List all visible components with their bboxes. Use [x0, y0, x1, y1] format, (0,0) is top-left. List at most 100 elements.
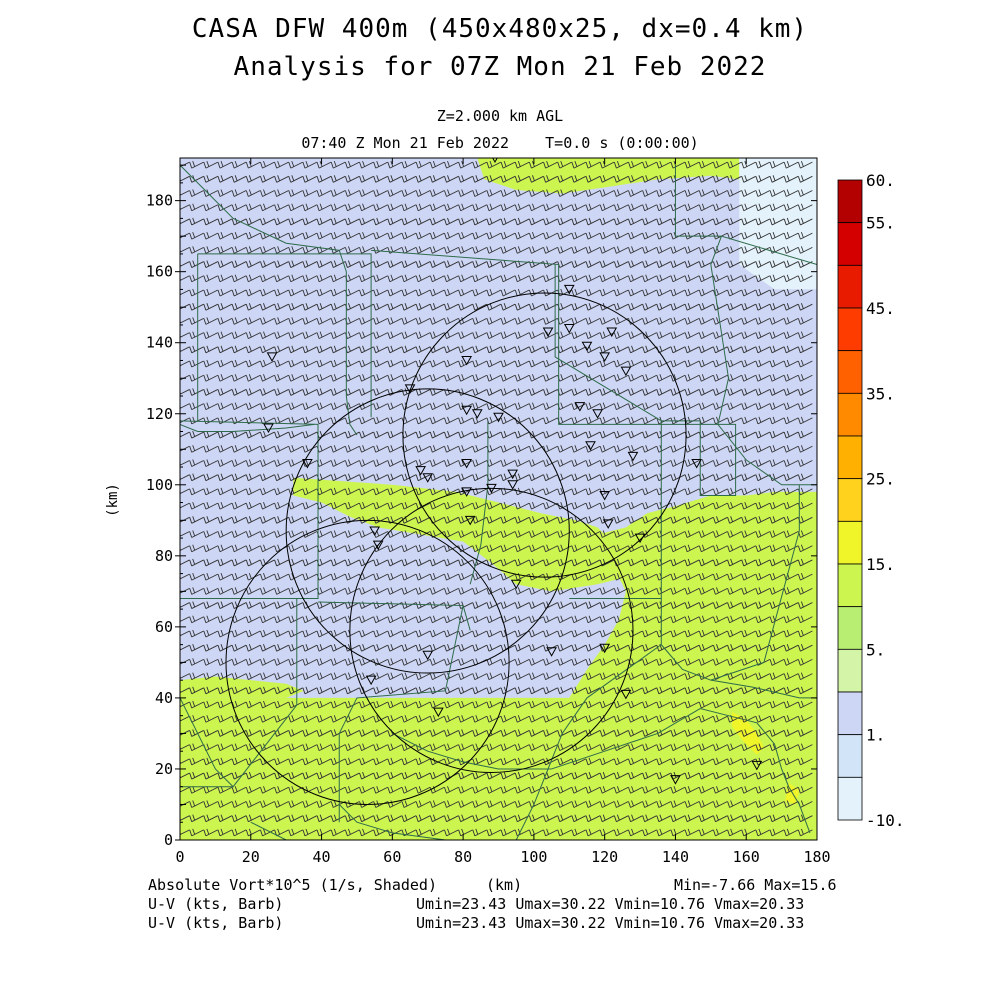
wind-barb: [344, 729, 360, 737]
wind-barb: [429, 416, 445, 425]
wind-barb: [231, 303, 247, 311]
wind-barb: [613, 303, 629, 311]
wind-barb: [698, 587, 714, 595]
wind-barb: [217, 388, 233, 396]
wind-barb: [458, 658, 473, 666]
wind-barb: [713, 757, 728, 766]
wind-barb: [727, 800, 742, 808]
wind-barb: [444, 658, 459, 666]
wind-barb: [401, 544, 417, 553]
wind-barb: [769, 530, 785, 538]
wind-barb: [245, 203, 261, 212]
wind-barb: [585, 814, 601, 823]
station-marker: [602, 519, 614, 529]
wind-barb: [458, 473, 473, 482]
wind-barb: [613, 601, 629, 609]
wind-barb: [613, 359, 629, 368]
wind-barb: [628, 231, 643, 240]
station-marker: [585, 441, 596, 451]
wind-barb: [500, 331, 516, 340]
wind-barb: [302, 203, 318, 212]
wind-barb: [316, 274, 332, 283]
wind-barb: [203, 615, 219, 624]
wind-barb: [585, 331, 601, 340]
wind-barb: [557, 160, 572, 169]
wind-barb: [755, 402, 771, 411]
wind-barb: [727, 388, 742, 396]
wind-barb: [613, 530, 629, 538]
wind-barb: [288, 160, 303, 169]
wind-barb: [444, 274, 459, 283]
wind-barb: [727, 786, 742, 794]
wind-barb: [741, 317, 756, 325]
wind-barb: [684, 757, 700, 766]
wind-barb: [514, 572, 530, 581]
wind-barb: [302, 303, 318, 311]
wind-barb: [472, 473, 488, 482]
wind-barb: [260, 175, 275, 183]
wind-barb: [543, 629, 558, 638]
wind-barb: [302, 771, 318, 780]
x-tick-label: 100: [520, 848, 547, 866]
wind-barb: [670, 288, 686, 297]
wind-barb: [769, 601, 785, 609]
wind-barb: [684, 658, 700, 666]
wind-barb: [585, 771, 601, 780]
wind-barb: [245, 217, 261, 226]
wind-barb: [755, 345, 771, 354]
wind-barb: [656, 715, 672, 723]
wind-barb: [797, 203, 813, 212]
wind-barb: [344, 175, 360, 183]
wind-barb: [415, 402, 431, 411]
wind-barb: [769, 459, 785, 467]
wind-barb: [203, 203, 219, 212]
wind-barb: [415, 345, 431, 354]
wind-barb: [698, 771, 714, 780]
wind-barb: [642, 686, 657, 695]
colorbar-bin: [837, 606, 863, 650]
wind-barb: [288, 771, 303, 780]
wind-barb: [387, 743, 403, 752]
wind-barb: [727, 331, 742, 340]
wind-barb: [698, 729, 714, 737]
wind-barb: [373, 217, 388, 226]
wind-barb: [713, 544, 728, 553]
wind-barb: [628, 430, 643, 439]
wind-barb: [472, 189, 488, 197]
level-label: Z=2.000 km AGL: [436, 107, 564, 125]
wind-barb: [656, 189, 672, 197]
wind-barb: [529, 501, 544, 510]
wind-barb: [415, 203, 431, 212]
wind-barb: [245, 700, 261, 709]
wind-barb: [373, 729, 388, 737]
wind-barb: [713, 473, 728, 482]
wind-barb: [217, 189, 233, 197]
wind-barb: [260, 160, 275, 169]
wind-barb: [500, 303, 516, 311]
wind-barb: [458, 303, 473, 311]
wind-barb: [189, 430, 204, 439]
wind-barb: [755, 530, 771, 538]
wind-barb: [189, 644, 204, 652]
colorbar-bin: [837, 648, 863, 693]
wind-barb: [628, 558, 643, 567]
wind-barb: [231, 231, 247, 240]
wind-barb: [415, 672, 431, 681]
wind-barb: [514, 274, 530, 283]
wind-barb: [571, 388, 587, 396]
wind-barb: [189, 757, 204, 766]
wind-barb: [486, 501, 502, 510]
wind-barb: [741, 686, 756, 695]
wind-barb: [571, 615, 587, 624]
wind-barb: [741, 217, 756, 226]
wind-barb: [741, 601, 756, 609]
wind-barb: [769, 743, 785, 752]
wind-barb: [585, 672, 601, 681]
wind-barb: [585, 658, 601, 666]
wind-barb: [783, 374, 799, 382]
wind-barb: [288, 572, 303, 581]
wind-barb: [684, 572, 700, 581]
barb-stats-1: Umin=23.43 Umax=30.22 Vmin=10.76 Vmax=20…: [416, 895, 805, 913]
wind-barb: [486, 615, 502, 624]
wind-barb: [217, 303, 233, 311]
